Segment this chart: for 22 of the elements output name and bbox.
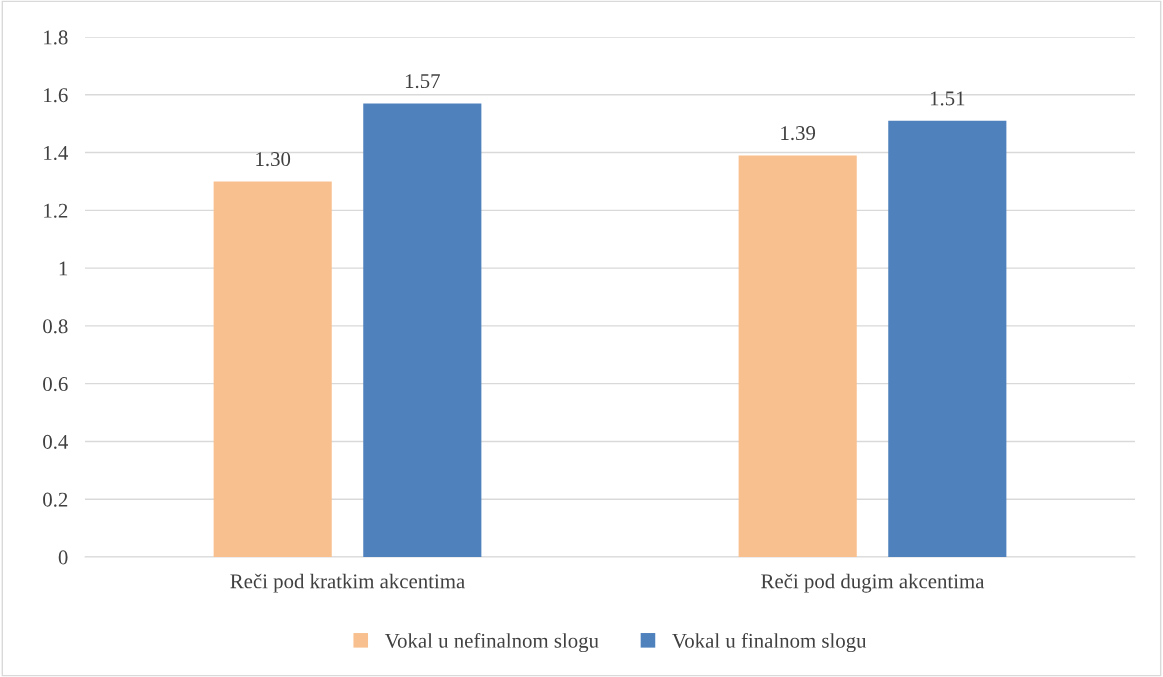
y-tick-label: 0.4 [43,434,69,449]
bar [888,120,1007,557]
data-label: 1.51 [930,91,965,106]
y-tick-label: 1.2 [44,203,68,218]
x-tick-label: Reči pod dugim akcentima [761,573,985,593]
y-tick-label: 1.4 [44,146,69,161]
bar [363,103,482,557]
y-tick-label: 0.8 [43,319,68,334]
y-tick-label: 1.6 [44,88,68,103]
y-tick-label: 0.6 [43,377,68,392]
y-tick-label: 1 [59,261,68,276]
y-tick-label: 0.2 [43,492,68,507]
data-label: 1.39 [781,126,816,141]
data-label: 1.57 [405,74,440,89]
legend-label: Vokal u nefinalnom slogu [384,632,599,653]
y-tick-label: 1.8 [44,30,68,45]
bar [738,155,857,557]
x-tick-label: Reči pod kratkim akcentima [230,573,465,593]
data-label: 1.30 [256,152,291,167]
bar [213,181,332,557]
legend-label: Vokal u finalnom slogu [672,632,867,653]
y-tick-label: 0 [58,550,68,565]
